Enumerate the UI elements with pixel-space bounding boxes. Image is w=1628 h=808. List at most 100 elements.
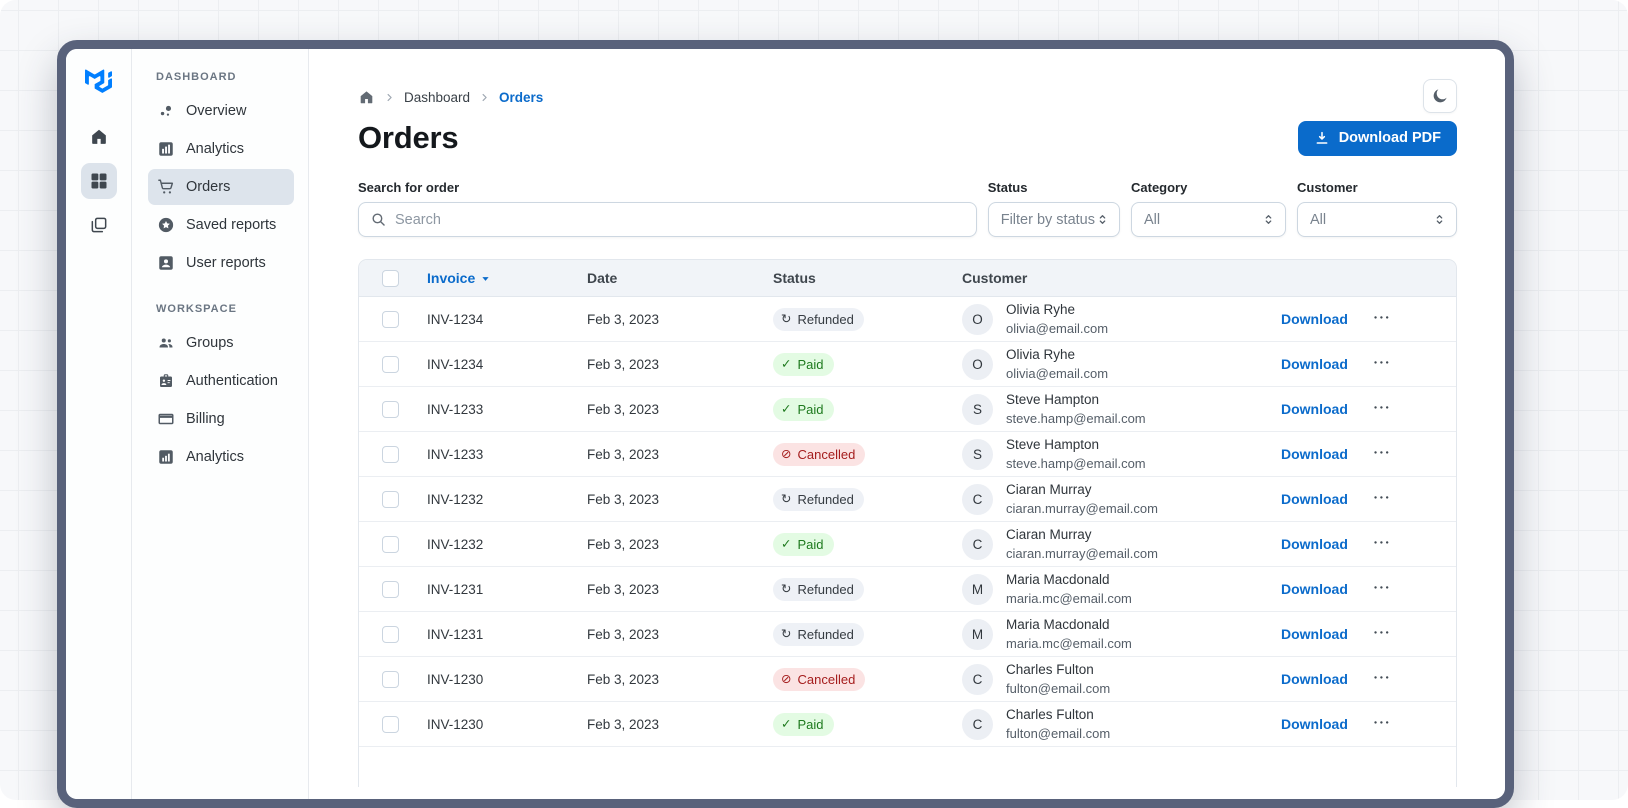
sidebar-item-label: Authentication — [186, 373, 278, 389]
window-scrollbar[interactable] — [1507, 63, 1511, 83]
avatar: M — [962, 573, 993, 605]
customer-cell: S Steve Hampton steve.hamp@email.com — [949, 436, 1267, 472]
row-checkbox[interactable] — [382, 490, 399, 508]
date-cell: Feb 3, 2023 — [587, 536, 660, 552]
customer-cell: S Steve Hampton steve.hamp@email.com — [949, 391, 1267, 427]
download-link[interactable]: Download — [1281, 311, 1348, 327]
select-value: All — [1310, 211, 1327, 228]
sidebar-item-groups[interactable]: Groups — [148, 325, 294, 361]
breadcrumb-orders[interactable]: Orders — [499, 90, 544, 105]
sidebar-item-user-reports[interactable]: User reports — [148, 245, 294, 281]
sidebar-item-label: Analytics — [186, 141, 245, 157]
status-cell: ✓ Paid — [762, 532, 949, 556]
customer-name: Olivia Ryhe — [1006, 301, 1076, 317]
rail-item-home[interactable] — [81, 119, 117, 155]
search-input[interactable] — [358, 202, 977, 237]
more-options-button[interactable]: ●●● — [1372, 537, 1393, 551]
customer-info: Maria Macdonald maria.mc@email.com — [1006, 571, 1132, 607]
more-options-button[interactable]: ●●● — [1372, 402, 1393, 416]
download-link[interactable]: Download — [1281, 581, 1348, 597]
column-header-invoice[interactable]: Invoice — [416, 270, 576, 286]
category-select[interactable]: All — [1131, 202, 1286, 237]
download-link[interactable]: Download — [1281, 446, 1348, 462]
search-text-field[interactable] — [395, 211, 965, 228]
customer-info: Maria Macdonald maria.mc@email.com — [1006, 616, 1132, 652]
rail-item-layers[interactable] — [81, 207, 117, 243]
avatar: M — [962, 618, 993, 650]
customer-cell: M Maria Macdonald maria.mc@email.com — [949, 616, 1267, 652]
sidebar-item-orders[interactable]: Orders — [148, 169, 294, 205]
theme-toggle-button[interactable] — [1423, 79, 1457, 113]
more-options-button[interactable]: ●●● — [1372, 627, 1393, 641]
invoice-cell: INV-1232 — [427, 536, 484, 552]
invoice-cell: INV-1232 — [427, 491, 484, 507]
sidebar-item-analytics[interactable]: Analytics — [148, 439, 294, 475]
download-pdf-button[interactable]: Download PDF — [1297, 120, 1457, 156]
sidebar-item-billing[interactable]: Billing — [148, 401, 294, 437]
download-link[interactable]: Download — [1281, 716, 1348, 732]
download-link[interactable]: Download — [1281, 536, 1348, 552]
customer-cell: M Maria Macdonald maria.mc@email.com — [949, 571, 1267, 607]
row-checkbox[interactable] — [382, 625, 399, 643]
status-cell: ⊘ Cancelled — [762, 667, 949, 691]
download-link[interactable]: Download — [1281, 401, 1348, 417]
row-checkbox[interactable] — [382, 445, 399, 463]
more-options-button[interactable]: ●●● — [1372, 717, 1393, 731]
filter-label: Category — [1131, 180, 1188, 195]
status-success-icon: ✓ — [781, 536, 792, 551]
sidebar-item-saved-reports[interactable]: Saved reports — [148, 207, 294, 243]
sidebar-item-overview[interactable]: Overview — [148, 93, 294, 129]
date-cell: Feb 3, 2023 — [587, 671, 660, 687]
customer-name: Ciaran Murray — [1006, 526, 1092, 542]
sidebar-item-analytics[interactable]: Analytics — [148, 131, 294, 167]
select-value: Filter by status — [1000, 211, 1095, 228]
select-all-checkbox[interactable] — [382, 269, 399, 287]
avatar: O — [962, 348, 993, 380]
download-link[interactable]: Download — [1281, 491, 1348, 507]
customer-name: Charles Fulton — [1006, 661, 1094, 677]
row-checkbox[interactable] — [382, 310, 399, 328]
download-link[interactable]: Download — [1281, 626, 1348, 642]
customer-cell: C Charles Fulton fulton@email.com — [949, 661, 1267, 697]
status-neutral-icon: ↻ — [781, 581, 792, 596]
table-row: INV-1233 Feb 3, 2023 ⊘ Cancelled S Steve Hamp… — [359, 432, 1456, 477]
more-options-button[interactable]: ●●● — [1372, 582, 1393, 596]
download-link[interactable]: Download — [1281, 356, 1348, 372]
invoice-cell: INV-1234 — [427, 356, 484, 372]
row-checkbox[interactable] — [382, 535, 399, 553]
badge-icon — [157, 372, 175, 390]
customer-info: Charles Fulton fulton@email.com — [1006, 661, 1110, 697]
customer-info: Olivia Ryhe olivia@email.com — [1006, 346, 1108, 382]
actions-cell: Download ●●● — [1267, 311, 1456, 327]
row-checkbox[interactable] — [382, 670, 399, 688]
more-options-button[interactable]: ●●● — [1372, 357, 1393, 371]
row-checkbox[interactable] — [382, 400, 399, 418]
more-options-button[interactable]: ●●● — [1372, 312, 1393, 326]
status-select[interactable]: Filter by status — [987, 202, 1120, 237]
table-row: INV-1230 Feb 3, 2023 ✓ Paid C Charles Fulton f… — [359, 702, 1456, 747]
customer-select[interactable]: All — [1297, 202, 1457, 237]
rail-item-dashboard-grid[interactable] — [80, 163, 117, 199]
more-options-button[interactable]: ●●● — [1372, 447, 1393, 461]
row-checkbox[interactable] — [382, 715, 399, 733]
row-checkbox[interactable] — [382, 580, 399, 598]
more-options-button[interactable]: ●●● — [1372, 492, 1393, 506]
sidebar-item-authentication[interactable]: Authentication — [148, 363, 294, 399]
credit-card-icon — [157, 410, 175, 428]
home-icon[interactable] — [358, 89, 375, 106]
status-badge: ✓ Paid — [773, 397, 834, 421]
bar-chart-icon — [157, 140, 175, 158]
more-options-button[interactable]: ●●● — [1372, 672, 1393, 686]
download-link[interactable]: Download — [1281, 671, 1348, 687]
status-cell: ↻ Refunded — [762, 577, 949, 601]
status-label: Cancelled — [797, 671, 856, 687]
status-badge: ↻ Refunded — [773, 577, 864, 601]
customer-cell: C Ciaran Murray ciaran.murray@email.com — [949, 526, 1267, 562]
row-checkbox[interactable] — [382, 355, 399, 373]
customer-email: steve.hamp@email.com — [1006, 410, 1146, 426]
status-label: Paid — [797, 716, 824, 732]
actions-cell: Download ●●● — [1267, 356, 1456, 372]
status-cell: ✓ Paid — [762, 352, 949, 376]
breadcrumb-dashboard[interactable]: Dashboard — [404, 90, 471, 105]
customer-info: Charles Fulton fulton@email.com — [1006, 706, 1110, 742]
